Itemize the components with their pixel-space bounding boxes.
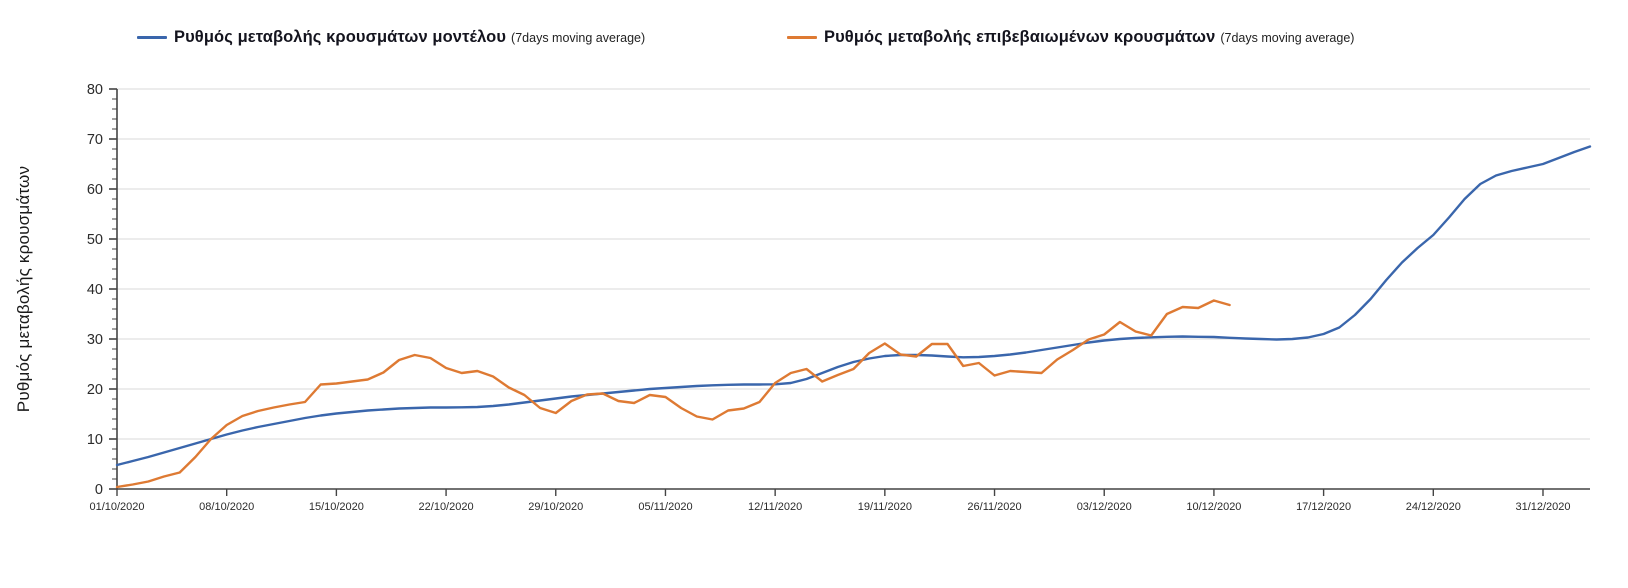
legend-line-orange-sample bbox=[787, 36, 817, 39]
y-tick-label: 60 bbox=[87, 182, 103, 198]
legend-label-confirmed: Ρυθμός μεταβολής επιβεβαιωμένων κρουσμάτ… bbox=[824, 28, 1216, 46]
series-line-confirmed bbox=[115, 299, 1231, 489]
y-axis-title: Ρυθμός μεταβολής κρουσμάτων bbox=[14, 165, 33, 413]
axis-labels: 0 10 20 30 40 50 60 70 80 01/10/2020 08/10/2020 15/… bbox=[87, 82, 1571, 513]
legend-label-model: Ρυθμός μεταβολής κρουσμάτων μοντέλου bbox=[174, 28, 507, 46]
y-tick-label: 30 bbox=[87, 332, 103, 348]
y-tick-label: 10 bbox=[87, 432, 103, 448]
series-line-model bbox=[115, 145, 1592, 467]
x-tick-label: 17/12/2020 bbox=[1296, 501, 1351, 513]
x-tick-label: 29/10/2020 bbox=[528, 501, 583, 513]
legend-sublabel-model: (7days moving average) bbox=[511, 30, 646, 45]
x-tick-label: 22/10/2020 bbox=[419, 501, 474, 513]
axes bbox=[109, 88, 1590, 496]
y-tick-label: 80 bbox=[87, 82, 103, 98]
series-lines bbox=[115, 145, 1592, 489]
legend-item-model-series: Ρυθμός μεταβολής κρουσμάτων μοντέλου (7d… bbox=[137, 28, 645, 47]
x-tick-label: 15/10/2020 bbox=[309, 501, 364, 513]
x-tick-label: 03/12/2020 bbox=[1077, 501, 1132, 513]
x-tick-label: 24/12/2020 bbox=[1406, 501, 1461, 513]
legend-sublabel-confirmed: (7days moving average) bbox=[1220, 30, 1355, 45]
gridlines bbox=[117, 88, 1590, 440]
x-tick-label: 12/11/2020 bbox=[748, 501, 802, 513]
x-tick-label: 01/10/2020 bbox=[89, 501, 144, 513]
x-tick-label: 10/12/2020 bbox=[1186, 501, 1241, 513]
y-tick-label: 50 bbox=[87, 232, 103, 248]
x-tick-label: 05/11/2020 bbox=[638, 501, 692, 513]
legend-item-confirmed-series: Ρυθμός μεταβολής επιβεβαιωμένων κρουσμάτ… bbox=[787, 28, 1354, 47]
x-tick-label: 19/11/2020 bbox=[858, 501, 912, 513]
x-tick-label: 08/10/2020 bbox=[199, 501, 254, 513]
y-tick-label: 70 bbox=[87, 132, 103, 148]
x-tick-label: 26/11/2020 bbox=[967, 501, 1021, 513]
y-tick-label: 20 bbox=[87, 382, 103, 398]
x-tick-label: 31/12/2020 bbox=[1515, 501, 1570, 513]
y-tick-label: 0 bbox=[95, 482, 103, 498]
legend-line-blue-sample bbox=[137, 36, 167, 39]
y-tick-label: 40 bbox=[87, 282, 103, 298]
chart-legend: Ρυθμός μεταβολής κρουσμάτων μοντέλου (7d… bbox=[0, 0, 1628, 56]
